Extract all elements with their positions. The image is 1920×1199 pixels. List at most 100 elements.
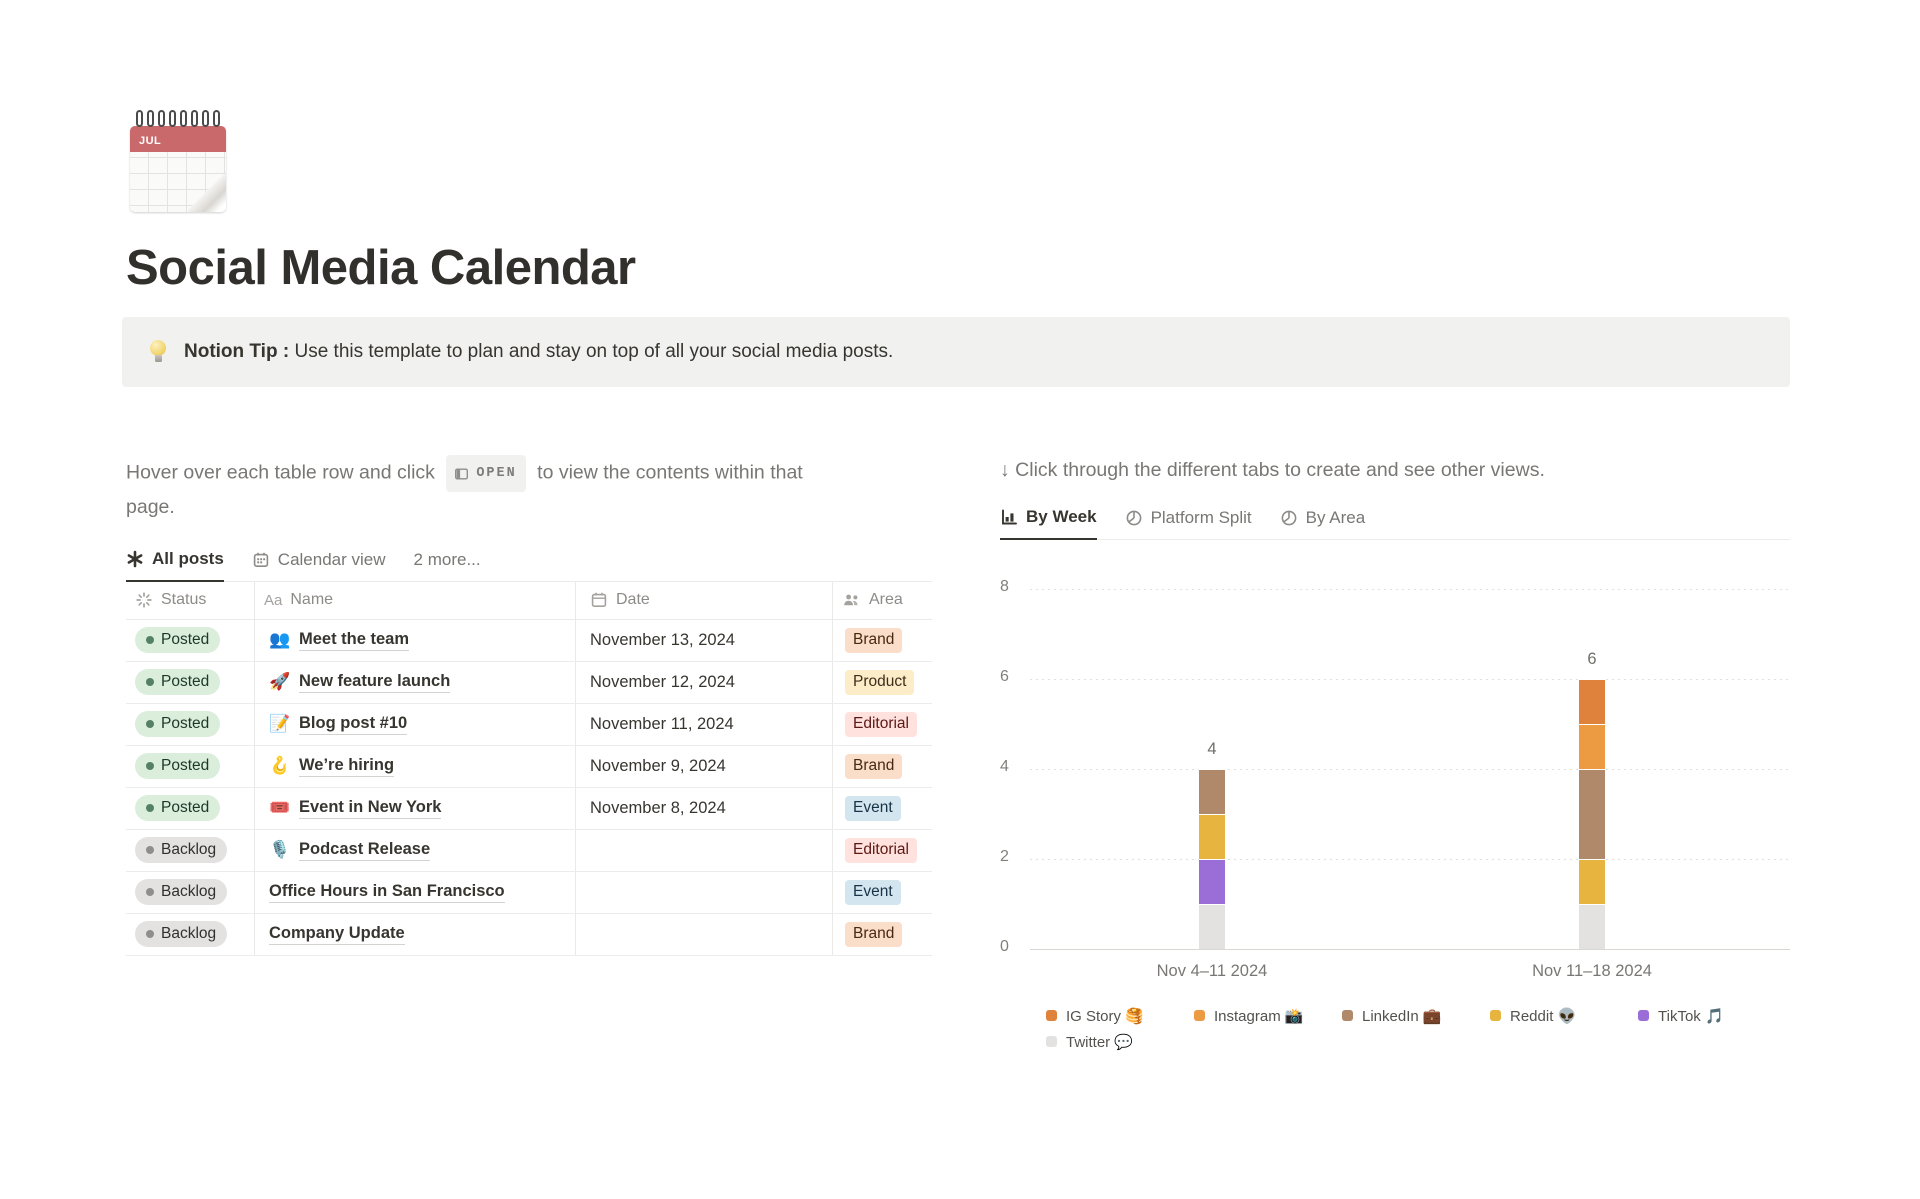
area-cell[interactable]: Brand — [833, 914, 932, 955]
status-cell[interactable]: Posted — [126, 619, 255, 661]
posts-table-body: Posted 👥 Meet the team November 13, 2024 Bra… — [126, 619, 932, 956]
status-label: Backlog — [161, 841, 217, 858]
header-area[interactable]: Area — [833, 582, 932, 619]
date-cell[interactable]: November 11, 2024 — [576, 703, 833, 745]
page-emoji-icon: 👥 — [269, 630, 291, 649]
x-axis-label: Nov 11–18 2024 — [1532, 961, 1652, 980]
bar-segment[interactable] — [1579, 768, 1605, 859]
bar-segment[interactable] — [1199, 903, 1225, 949]
bar-segment[interactable] — [1199, 813, 1225, 859]
status-cell[interactable]: Posted — [126, 661, 255, 703]
chart-legend: IG Story 🥞 Instagram 📸 LinkedIn 💼 Reddit 👽 T… — [1046, 1007, 1790, 1059]
area-cell[interactable]: Editorial — [833, 830, 932, 871]
legend-item[interactable]: Twitter 💬 — [1046, 1033, 1194, 1051]
status-label: Posted — [161, 715, 210, 732]
name-cell[interactable]: 👥 Meet the team — [255, 619, 576, 661]
people-icon — [844, 594, 858, 606]
page-link[interactable]: New feature launch — [299, 672, 451, 693]
table-row[interactable]: Backlog Office Hours in San Francisco Even… — [126, 871, 932, 914]
table-row[interactable]: Backlog Company Update Brand — [126, 913, 932, 956]
name-cell[interactable]: 🪝 We’re hiring — [255, 745, 576, 787]
date-cell[interactable]: November 8, 2024 — [576, 787, 833, 829]
page-link[interactable]: Office Hours in San Francisco — [269, 882, 505, 903]
area-cell[interactable]: Event — [833, 872, 932, 913]
date-cell[interactable] — [576, 829, 833, 871]
table-row[interactable]: Posted 🪝 We’re hiring November 9, 2024 Brand — [126, 745, 932, 788]
status-cell[interactable]: Backlog — [126, 871, 255, 913]
page-link[interactable]: Company Update — [269, 924, 405, 945]
area-tag: Editorial — [845, 711, 917, 737]
legend-item[interactable]: TikTok 🎵 — [1638, 1007, 1786, 1025]
page-link[interactable]: Meet the team — [299, 630, 410, 651]
x-axis-label: Nov 4–11 2024 — [1156, 961, 1268, 980]
bar-segment[interactable] — [1579, 903, 1605, 949]
y-tick-label: 8 — [1000, 577, 1009, 595]
name-cell[interactable]: Company Update — [255, 913, 576, 955]
legend-item[interactable]: Instagram 📸 — [1194, 1007, 1342, 1025]
tab-by-week[interactable]: By Week — [1000, 507, 1097, 540]
page-link[interactable]: Blog post #10 — [299, 714, 408, 735]
header-name[interactable]: Aa Name — [255, 581, 576, 619]
status-cell[interactable]: Backlog — [126, 913, 255, 955]
legend-item[interactable]: LinkedIn 💼 — [1342, 1007, 1490, 1025]
status-badge: Backlog — [135, 837, 228, 863]
calendar-view-icon — [253, 552, 268, 567]
status-dot-icon — [146, 930, 154, 938]
header-status[interactable]: Status — [126, 581, 255, 619]
page-emoji-icon: 🎙️ — [269, 840, 291, 859]
table-row[interactable]: Posted 📝 Blog post #10 November 11, 2024 Edi… — [126, 703, 932, 746]
name-cell[interactable]: 📝 Blog post #10 — [255, 703, 576, 745]
status-badge: Backlog — [135, 879, 228, 905]
area-cell[interactable]: Product — [833, 662, 932, 703]
tab-calendar-view[interactable]: Calendar view — [252, 550, 386, 581]
date-cell[interactable]: November 9, 2024 — [576, 745, 833, 787]
status-dot-icon — [146, 846, 154, 854]
tab-by-area[interactable]: By Area — [1280, 508, 1365, 539]
table-row[interactable]: Posted 🎟️ Event in New York November 8, 202… — [126, 787, 932, 830]
page-link[interactable]: We’re hiring — [299, 756, 395, 777]
tab-all-posts[interactable]: All posts — [126, 549, 224, 582]
y-tick-label: 4 — [1000, 757, 1009, 775]
bar-segment[interactable] — [1579, 858, 1605, 904]
date-icon — [591, 592, 607, 608]
table-row[interactable]: Posted 👥 Meet the team November 13, 2024 Bra… — [126, 619, 932, 662]
page-link[interactable]: Event in New York — [299, 798, 442, 819]
bar-segment[interactable] — [1579, 723, 1605, 769]
legend-item[interactable]: Reddit 👽 — [1490, 1007, 1638, 1025]
header-date[interactable]: Date — [576, 581, 833, 619]
area-cell[interactable]: Brand — [833, 746, 932, 787]
bar-segment[interactable] — [1199, 768, 1225, 814]
pie-chart-icon — [1126, 510, 1141, 525]
status-badge: Posted — [135, 627, 221, 653]
tab-label: All posts — [152, 549, 224, 568]
status-cell[interactable]: Posted — [126, 745, 255, 787]
page-link[interactable]: Podcast Release — [299, 840, 431, 861]
bar-segment[interactable] — [1199, 858, 1225, 904]
status-cell[interactable]: Posted — [126, 703, 255, 745]
name-cell[interactable]: 🚀 New feature launch — [255, 661, 576, 703]
date-cell[interactable] — [576, 913, 833, 955]
area-cell[interactable]: Editorial — [833, 704, 932, 745]
date-cell[interactable]: November 13, 2024 — [576, 619, 833, 661]
status-label: Backlog — [161, 925, 217, 942]
area-cell[interactable]: Event — [833, 788, 932, 829]
table-row[interactable]: Posted 🚀 New feature launch November 12, 20… — [126, 661, 932, 704]
name-cell[interactable]: 🎙️ Podcast Release — [255, 829, 576, 871]
tab-more-views[interactable]: 2 more... — [414, 550, 481, 581]
bar-segment[interactable] — [1579, 678, 1605, 724]
table-row[interactable]: Backlog 🎙️ Podcast Release Editorial — [126, 829, 932, 872]
tab-platform-split[interactable]: Platform Split — [1125, 508, 1252, 539]
name-cell[interactable]: 🎟️ Event in New York — [255, 787, 576, 829]
date-cell[interactable]: November 12, 2024 — [576, 661, 833, 703]
left-view-tabs: All posts Calendar view 2 more... — [126, 549, 932, 582]
area-cell[interactable]: Brand — [833, 620, 932, 661]
area-tag: Brand — [845, 627, 903, 653]
status-label: Posted — [161, 673, 210, 690]
page-icon-spiral-calendar[interactable]: JUL — [126, 110, 230, 212]
legend-item[interactable]: IG Story 🥞 — [1046, 1007, 1194, 1025]
status-cell[interactable]: Posted — [126, 787, 255, 829]
status-cell[interactable]: Backlog — [126, 829, 255, 871]
name-cell[interactable]: Office Hours in San Francisco — [255, 871, 576, 913]
area-tag: Editorial — [845, 837, 917, 863]
date-cell[interactable] — [576, 871, 833, 913]
